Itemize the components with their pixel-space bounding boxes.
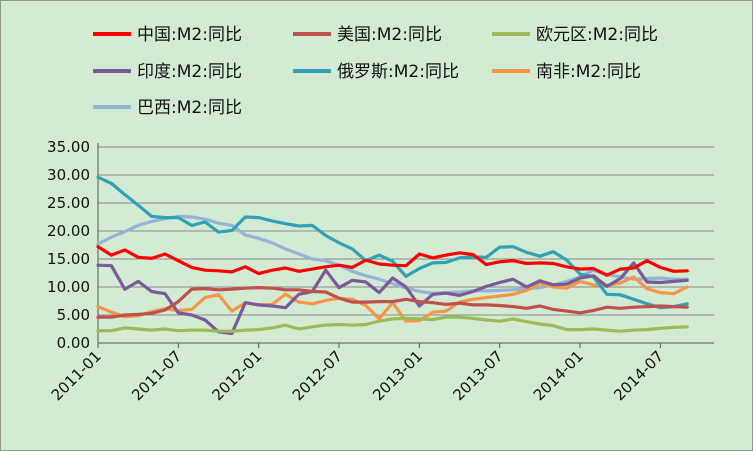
series-line-2 (96, 315, 689, 333)
legend-label: 南非:M2:同比 (536, 62, 641, 82)
gridlines (98, 146, 714, 344)
x-tick-label: 2014-01 (530, 347, 587, 404)
series-line-1 (96, 286, 689, 319)
y-tick-label: 30.00 (47, 166, 90, 184)
legend-label: 欧元区:M2:同比 (536, 25, 658, 45)
x-tick-label: 2011-01 (48, 347, 105, 404)
series-line-4 (96, 175, 689, 310)
legend-entry: 中国:M2:同比 (93, 25, 242, 45)
series-line-0 (96, 245, 689, 277)
legend-entry: 南非:M2:同比 (492, 62, 641, 82)
y-tick-label: 15.00 (47, 250, 90, 268)
y-tick-label: 25.00 (47, 194, 90, 212)
legend-entry: 巴西:M2:同比 (93, 98, 242, 118)
legend-label: 美国:M2:同比 (337, 25, 442, 45)
series-line-6 (96, 214, 689, 295)
legend-label: 俄罗斯:M2:同比 (337, 62, 459, 82)
series-lines (96, 175, 689, 336)
x-tick-label: 2011-07 (128, 347, 185, 404)
x-tick-label: 2013-07 (450, 347, 507, 404)
y-tick-label: 5.00 (57, 306, 90, 324)
y-tick-label: 20.00 (47, 222, 90, 240)
legend-label: 巴西:M2:同比 (137, 98, 242, 118)
legend-label: 中国:M2:同比 (137, 25, 242, 45)
legend-label: 印度:M2:同比 (137, 62, 242, 82)
legend-entry: 俄罗斯:M2:同比 (293, 62, 459, 82)
x-tick-label: 2013-01 (369, 347, 426, 404)
x-tick-label: 2014-07 (610, 347, 667, 404)
y-tick-label: 0.00 (57, 334, 90, 352)
y-tick-label: 10.00 (47, 278, 90, 296)
x-tick-label: 2012-07 (289, 347, 346, 404)
legend-entry: 印度:M2:同比 (93, 62, 242, 82)
x-tick-label: 2012-01 (208, 347, 265, 404)
legend-entry: 欧元区:M2:同比 (492, 25, 658, 45)
y-tick-label: 35.00 (47, 138, 90, 156)
legend-entry: 美国:M2:同比 (293, 25, 442, 45)
series-line-3 (96, 261, 689, 336)
